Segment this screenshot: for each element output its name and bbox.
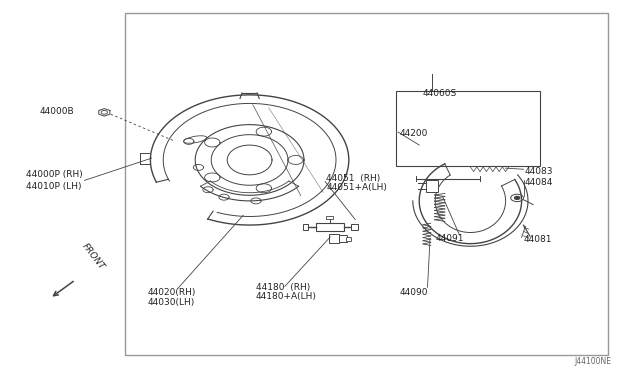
Bar bbox=[303, 224, 308, 230]
Text: 44084: 44084 bbox=[525, 178, 553, 187]
Text: 44180+A(LH): 44180+A(LH) bbox=[256, 292, 317, 301]
Text: 44010P (LH): 44010P (LH) bbox=[26, 182, 81, 190]
Bar bbox=[396, 91, 540, 166]
Text: 44000P (RH): 44000P (RH) bbox=[26, 170, 83, 179]
Bar bbox=[351, 224, 358, 230]
Text: 44030(LH): 44030(LH) bbox=[147, 298, 195, 307]
Bar bbox=[346, 237, 351, 241]
Bar bbox=[316, 223, 344, 231]
Text: 44000B: 44000B bbox=[40, 107, 74, 116]
Bar bbox=[326, 216, 333, 219]
Text: 44091: 44091 bbox=[435, 234, 464, 243]
Text: 44180  (RH): 44180 (RH) bbox=[256, 283, 310, 292]
Text: 44083: 44083 bbox=[525, 167, 554, 176]
Text: 44020(RH): 44020(RH) bbox=[147, 288, 196, 296]
Text: J44100NE: J44100NE bbox=[574, 357, 611, 366]
Bar bbox=[426, 180, 438, 192]
Bar bbox=[339, 235, 347, 242]
Text: 44051+A(LH): 44051+A(LH) bbox=[326, 183, 387, 192]
Text: 44060S: 44060S bbox=[422, 89, 457, 97]
Bar bbox=[125, 13, 608, 355]
Circle shape bbox=[515, 196, 520, 199]
Text: FRONT: FRONT bbox=[81, 242, 106, 272]
Bar bbox=[329, 234, 339, 243]
Text: 44090: 44090 bbox=[400, 288, 429, 296]
Text: 44200: 44200 bbox=[400, 129, 428, 138]
Text: 44081: 44081 bbox=[524, 235, 552, 244]
Text: 44051  (RH): 44051 (RH) bbox=[326, 174, 381, 183]
